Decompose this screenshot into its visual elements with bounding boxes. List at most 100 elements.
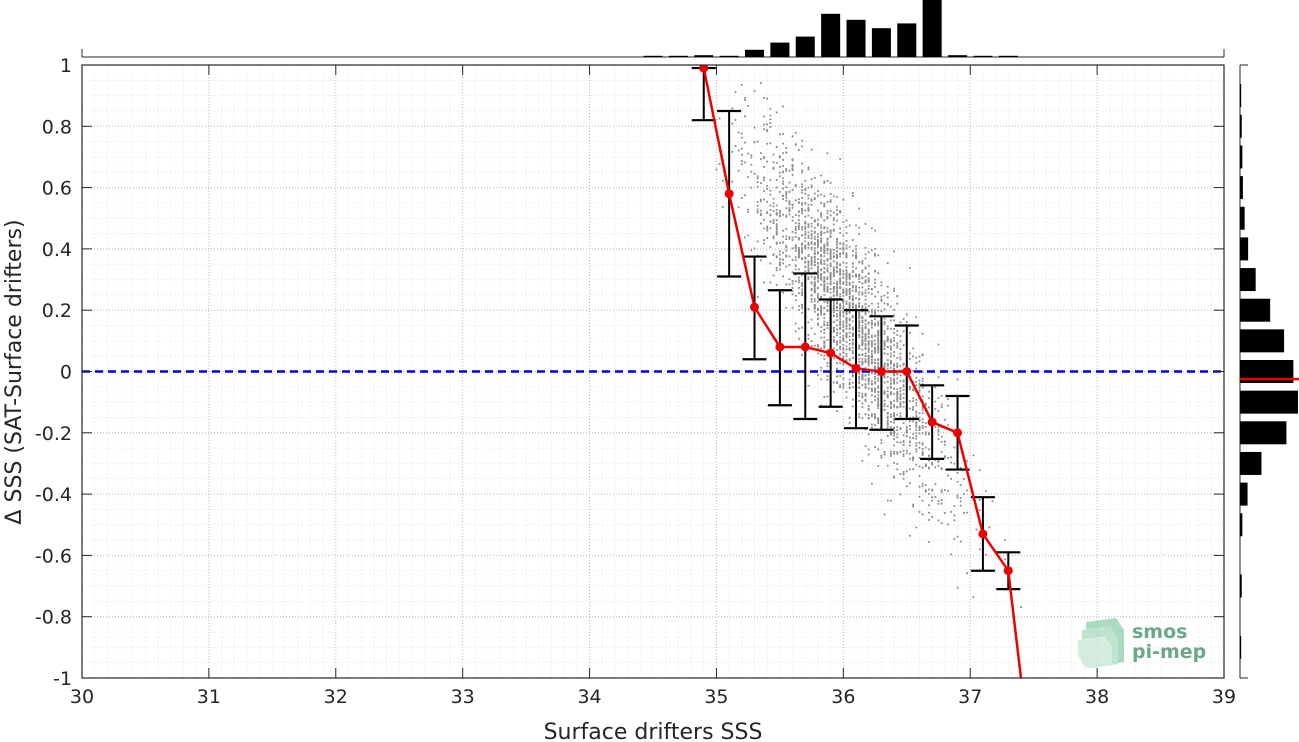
scatter-point	[921, 485, 924, 488]
scatter-point	[886, 417, 889, 420]
scatter-point	[880, 456, 883, 459]
scatter-point	[804, 230, 807, 233]
scatter-point	[804, 257, 807, 260]
scatter-point	[829, 248, 832, 251]
scatter-point	[899, 493, 902, 496]
scatter-point	[918, 416, 921, 419]
scatter-point	[836, 280, 838, 283]
scatter-point	[836, 292, 838, 294]
scatter-point	[864, 320, 867, 322]
scatter-point	[874, 278, 876, 281]
scatter-point	[801, 250, 803, 253]
scatter-point	[845, 313, 848, 316]
scatter-point	[947, 523, 949, 526]
scatter-point	[836, 271, 838, 274]
scatter-point	[813, 261, 816, 264]
scatter-point	[928, 459, 930, 462]
scatter-point	[798, 238, 800, 241]
scatter-point	[801, 162, 803, 165]
scatter-point	[861, 363, 864, 366]
scatter-point	[858, 316, 861, 318]
scatter-point	[893, 354, 895, 357]
scatter-point	[801, 189, 803, 191]
scatter-point	[899, 427, 902, 430]
scatter-point	[905, 430, 908, 432]
scatter-point	[861, 305, 864, 307]
scatter-point	[918, 412, 921, 415]
binned-mean-line	[699, 65, 1023, 678]
scatter-point	[937, 464, 940, 467]
scatter-point	[886, 412, 889, 414]
scatter-point	[807, 206, 810, 209]
scatter-point	[791, 206, 794, 209]
scatter-point	[766, 237, 769, 239]
scatter-point	[937, 433, 940, 436]
scatter-point	[801, 326, 803, 329]
scatter-point	[890, 431, 892, 434]
scatter-point	[874, 365, 876, 368]
scatter-point	[820, 274, 823, 277]
scatter-point	[861, 269, 864, 272]
scatter-point	[782, 165, 784, 167]
scatter-point	[877, 385, 880, 388]
scatter-point	[820, 262, 823, 264]
scatter-point	[962, 511, 965, 514]
scatter-point	[870, 394, 873, 397]
scatter-point	[921, 421, 924, 424]
scatter-point	[801, 303, 803, 306]
scatter-point	[864, 313, 867, 316]
scatter-point	[826, 282, 829, 285]
right-histogram-bar	[1240, 206, 1245, 230]
scatter-point	[807, 337, 810, 340]
scatter-point	[867, 361, 870, 364]
scatter-point	[820, 297, 823, 299]
scatter-point	[928, 493, 930, 495]
scatter-point	[718, 163, 721, 165]
scatter-point	[772, 254, 775, 256]
scatter-point	[759, 158, 762, 161]
scatter-point	[804, 237, 807, 239]
scatter-point	[772, 166, 775, 169]
scatter-point	[836, 334, 838, 337]
scatter-point	[848, 311, 851, 314]
scatter-point	[855, 248, 857, 251]
scatter-point	[864, 398, 867, 401]
scatter-point	[836, 313, 838, 316]
scatter-point	[778, 175, 781, 178]
scatter-point	[836, 340, 838, 343]
scatter-point	[851, 343, 854, 346]
scatter-point	[877, 324, 880, 327]
y-tick-label: -0.8	[35, 607, 72, 629]
scatter-point	[883, 347, 886, 350]
scatter-point	[763, 227, 765, 230]
y-tick-label: 0	[60, 362, 72, 384]
scatter-point	[845, 253, 848, 256]
scatter-point	[855, 251, 857, 254]
scatter-point	[785, 151, 788, 154]
scatter-point	[880, 281, 883, 284]
scatter-point	[845, 317, 848, 319]
scatter-point	[934, 466, 937, 469]
scatter-point	[829, 257, 832, 260]
scatter-point	[877, 398, 880, 400]
scatter-point	[832, 381, 835, 384]
right-histogram-bar	[1240, 145, 1243, 169]
scatter-point	[810, 184, 813, 187]
scatter-point	[836, 324, 838, 327]
scatter-point	[839, 313, 842, 316]
scatter-point	[813, 256, 816, 259]
scatter-point	[924, 490, 927, 493]
scatter-point	[858, 311, 861, 314]
scatter-point	[940, 522, 943, 525]
scatter-point	[867, 358, 870, 360]
scatter-point	[864, 385, 867, 388]
scatter-point	[883, 403, 886, 405]
scatter-point	[823, 255, 826, 258]
scatter-point	[861, 327, 864, 329]
scatter-point	[810, 237, 813, 240]
scatter-point	[842, 334, 845, 337]
scatter-point	[912, 400, 915, 402]
scatter-point	[864, 392, 867, 395]
scatter-point	[778, 250, 781, 253]
scatter-point	[928, 448, 930, 451]
